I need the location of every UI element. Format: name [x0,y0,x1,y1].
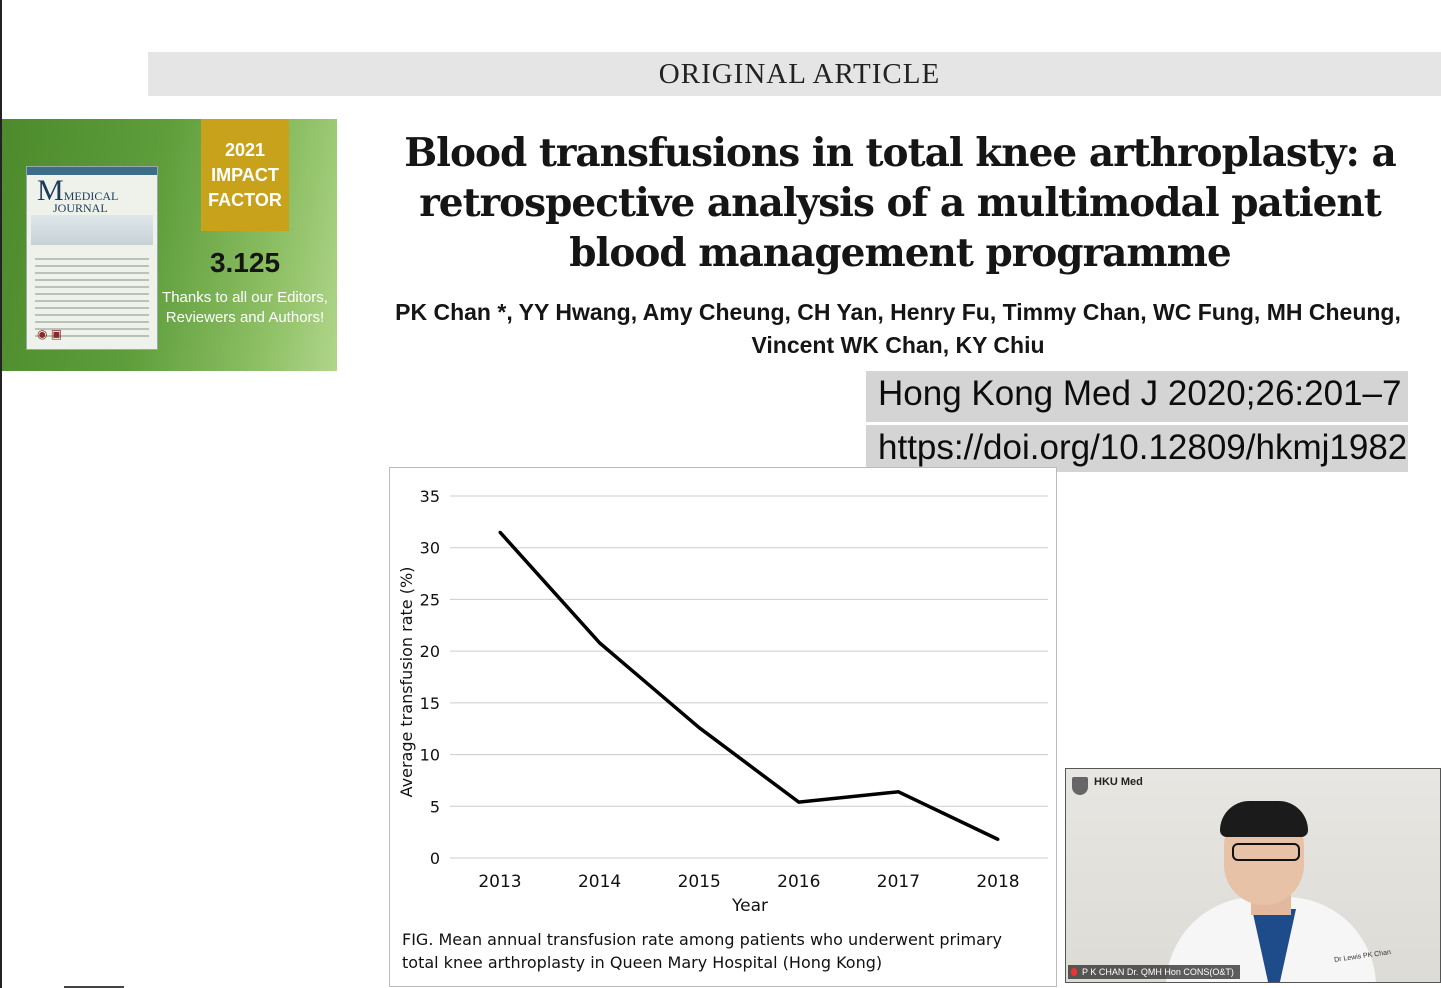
hku-med-logo: HKU Med [1072,775,1190,801]
journal-cover-image: MMEDICAL JOURNAL ◉ ▣ [26,166,158,350]
data-point [797,800,801,804]
article-title: Blood transfusions in total knee arthrop… [404,130,1397,276]
y-tick-label: 30 [420,539,440,558]
y-tick-label: 25 [420,590,440,609]
data-point [498,530,502,534]
hku-crest-icon [1072,777,1088,795]
chart-svg: 0 5 10 15 20 25 30 35 2013 2014 2015 2016 2017 2018 Ye… [397,487,1048,916]
impact-factor-value: 3.125 [209,247,281,278]
cover-seal-icon: ◉ ▣ [37,327,63,341]
data-point [598,641,602,645]
hku-med-logo-text: HKU Med [1094,776,1143,788]
section-label: ORIGINAL ARTICLE [658,57,941,90]
y-tick-label: 15 [420,694,440,713]
impact-factor-badge: 2021 IMPACT FACTOR [201,119,289,231]
cover-header-strip [27,167,157,175]
presenter-glasses [1232,843,1300,861]
figure-caption: FIG. Mean annual transfusion rate among … [402,930,1002,972]
x-tick-label: 2016 [777,872,820,892]
data-point [896,790,900,794]
series-line-0 [498,531,999,841]
authors-line-2: Vincent WK Chan, KY Chiu [751,332,1045,358]
presenter-hair [1220,801,1308,837]
journal-citation: Hong Kong Med J 2020;26:201–7 [866,371,1408,422]
presenter-video-tile[interactable]: HKU Med Dr Lewis PK Chan P K CHAN Dr. QM… [1065,768,1441,983]
participant-name-tag: P K CHAN Dr. QMH Hon CONS(O&T) [1068,965,1240,979]
x-tick-label: 2017 [877,872,920,892]
microphone-muted-icon [1071,968,1077,976]
authors-line-1: PK Chan *, YY Hwang, Amy Cheung, CH Yan,… [395,299,1401,325]
bottom-divider [64,986,124,988]
x-tick-label: 2015 [678,872,721,892]
data-point [697,726,701,730]
article-authors: PK Chan *, YY Hwang, Amy Cheung, CH Yan,… [380,296,1416,362]
impact-year: 2021 [224,139,266,160]
thanks-text: Thanks to all our Editors, Reviewers and… [162,289,328,326]
x-tick-label: 2018 [976,872,1019,892]
impact-factor-banner: MMEDICAL JOURNAL ◉ ▣ 2021 IMPACT FACTOR … [2,119,337,371]
y-tick-label: 5 [430,797,440,816]
left-border [0,0,2,988]
section-header-bar: ORIGINAL ARTICLE [148,52,1441,96]
transfusion-rate-chart: 0 5 10 15 20 25 30 35 2013 2014 2015 2016 2017 2018 Ye… [389,467,1057,987]
y-axis-label: Average transfusion rate (%) [397,567,416,798]
impact-label-2: FACTOR [208,189,282,210]
doi-link[interactable]: https://doi.org/10.12809/hkmj198289 [866,425,1408,472]
y-tick-label: 20 [420,642,440,661]
cover-text-lines [35,253,149,342]
y-tick-label: 10 [420,746,440,765]
x-tick-label: 2014 [578,872,621,892]
data-point [996,837,1000,841]
x-tick-label: 2013 [478,872,521,892]
cover-skyline-image [31,215,153,245]
y-tick-label: 35 [420,487,440,506]
impact-label-1: IMPACT [211,164,279,185]
cover-title: MMEDICAL JOURNAL [37,174,119,215]
y-tick-label: 0 [430,849,440,868]
x-axis-label: Year [731,896,768,916]
